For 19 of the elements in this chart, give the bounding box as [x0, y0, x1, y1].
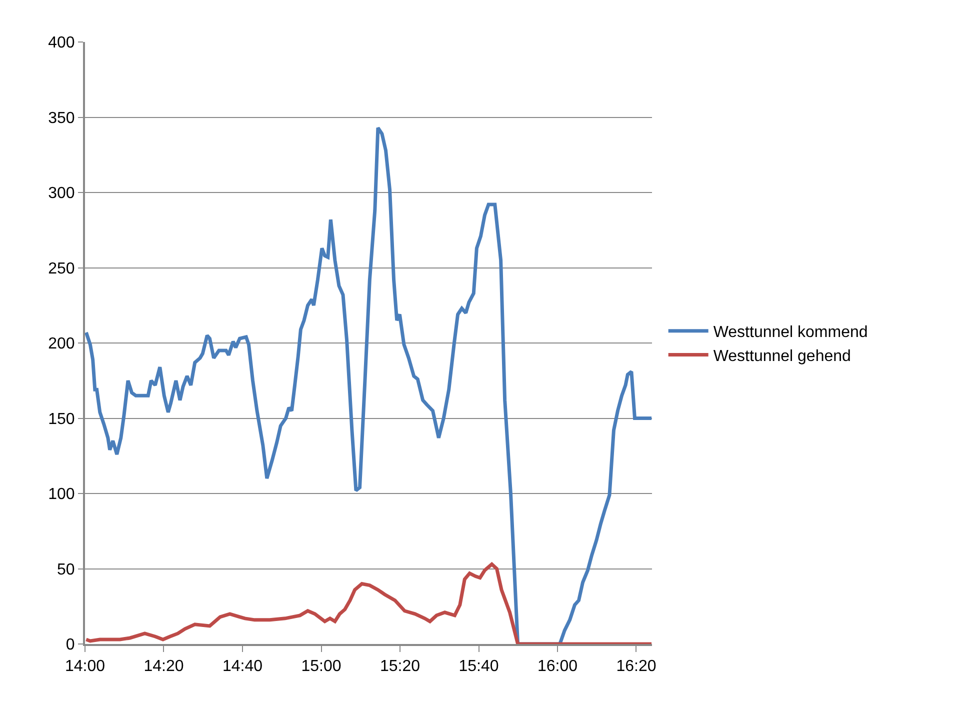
legend-label: Westtunnel kommend	[713, 324, 868, 342]
x-tick-label: 16:00	[537, 658, 578, 676]
y-tick-label: 400	[48, 34, 75, 52]
y-tick-label: 200	[48, 336, 75, 353]
y-tick-label: 300	[48, 185, 75, 202]
y-tick-label: 0	[66, 636, 75, 654]
x-tick-label: 14:20	[144, 658, 184, 676]
y-tick-label: 50	[57, 561, 75, 578]
x-tick-label: 14:40	[222, 658, 263, 676]
x-tick-label: 15:20	[380, 658, 420, 676]
x-tick-label: 15:40	[458, 658, 499, 676]
y-tick-label: 350	[48, 110, 75, 127]
y-tick-label: 250	[48, 260, 75, 278]
x-tick-label: 15:00	[301, 658, 342, 676]
y-tick-label: 100	[48, 486, 75, 504]
x-tick-label: 16:20	[616, 658, 656, 676]
legend-label: Westtunnel gehend	[713, 348, 851, 365]
y-tick-label: 150	[48, 410, 75, 428]
x-tick-label: 14:00	[64, 658, 106, 676]
